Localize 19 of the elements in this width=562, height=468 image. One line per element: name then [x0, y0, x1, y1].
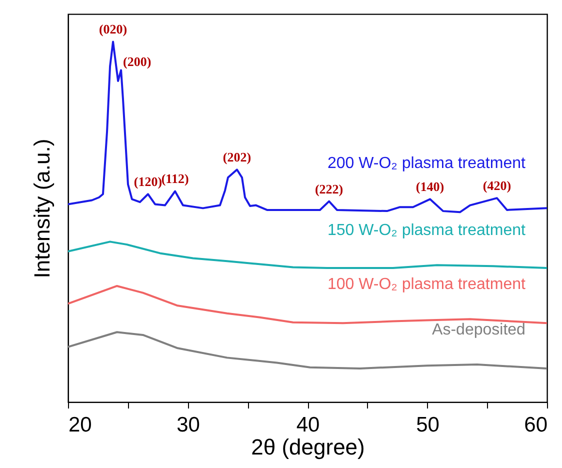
- series-label: 100 W-O₂ plasma treatment: [327, 276, 526, 294]
- x-tick-label: 50: [416, 414, 440, 436]
- x-tick-label: 30: [176, 414, 200, 436]
- series-label: As-deposited: [432, 322, 526, 339]
- x-tick-label: 60: [524, 414, 548, 436]
- annotation: (112): [161, 171, 189, 186]
- annotation: (202): [222, 150, 252, 165]
- annotation: (140): [416, 179, 444, 194]
- series-label: 200 W-O₂ plasma treatment: [327, 155, 526, 172]
- y-axis-title: Intensity (a.u.): [30, 138, 54, 278]
- series-label: 150 W-O₂ plasma treatment: [327, 222, 526, 240]
- annotation: (420): [482, 178, 512, 194]
- x-tick-label: 20: [68, 414, 92, 436]
- x-axis-title: 2θ (degree): [251, 434, 365, 460]
- annotation: (200): [123, 54, 152, 70]
- x-tick-label: 40: [296, 414, 320, 436]
- annotation: (020): [98, 22, 128, 37]
- annotation: (120): [134, 174, 162, 190]
- annotation: (222): [314, 181, 344, 196]
